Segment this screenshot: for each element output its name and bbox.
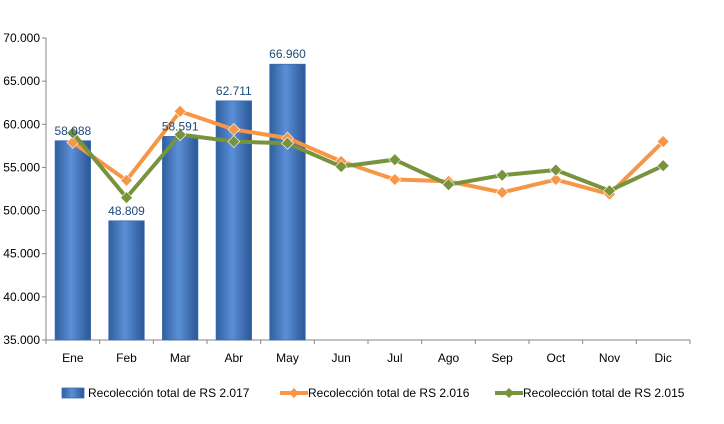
line-series xyxy=(66,104,670,205)
diamond-marker xyxy=(442,178,455,192)
bar-data-label: 66.960 xyxy=(269,47,306,61)
bar-data-label: 58.591 xyxy=(162,119,199,133)
x-tick-label: Jul xyxy=(387,351,402,365)
bar-series xyxy=(54,63,306,341)
x-tick-label: Abr xyxy=(224,351,243,365)
diamond-marker xyxy=(120,191,133,205)
x-tick-label: Nov xyxy=(599,351,620,365)
series-line xyxy=(70,130,666,200)
y-tick-label: 45.000 xyxy=(3,247,40,261)
x-tick-label: Ago xyxy=(438,351,460,365)
diamond-marker xyxy=(656,159,670,173)
diamond-marker xyxy=(66,126,80,140)
diamond-marker xyxy=(549,163,563,177)
diamond-marker xyxy=(549,173,563,186)
bar-data-label: 58.088 xyxy=(54,124,91,138)
y-tick-label: 35.000 xyxy=(3,333,40,347)
legend-swatch-marker xyxy=(504,388,514,398)
x-tick-label: Ene xyxy=(62,351,84,365)
x-tick-label: Mar xyxy=(170,351,191,365)
legend: Recolección total de RS 2.017 Recolección… xyxy=(61,386,685,400)
diamond-marker xyxy=(173,128,187,142)
series-line xyxy=(70,109,666,197)
diamond-marker xyxy=(173,104,187,118)
bar xyxy=(269,63,306,341)
diamond-marker xyxy=(334,160,348,173)
x-tick-label: May xyxy=(276,351,299,365)
x-tick-label: Jun xyxy=(331,351,350,365)
legend-label: Recolección total de RS 2.016 xyxy=(308,386,470,400)
x-tick-label: Sep xyxy=(491,351,513,365)
diamond-marker xyxy=(495,168,509,182)
x-tick-label: Oct xyxy=(546,351,565,365)
diamond-marker xyxy=(227,135,241,148)
legend-swatch-marker xyxy=(289,388,299,398)
diamond-marker xyxy=(388,153,402,167)
diamond-marker xyxy=(656,135,670,148)
diamond-marker xyxy=(388,173,402,186)
y-tick-label: 50.000 xyxy=(3,204,40,218)
y-tick-label: 55.000 xyxy=(3,160,40,174)
y-tick-label: 60.000 xyxy=(3,117,40,131)
legend-label: Recolección total de RS 2.017 xyxy=(88,386,250,400)
diamond-marker xyxy=(603,184,616,198)
y-tick-label: 40.000 xyxy=(3,290,40,304)
bar xyxy=(54,140,91,341)
bar xyxy=(162,136,199,341)
bar xyxy=(108,220,145,341)
axes: 35.000 40.000 45.000 50.000 55.000 60.000 65.0… xyxy=(3,31,691,365)
diamond-marker xyxy=(495,186,509,199)
diamond-marker xyxy=(120,173,133,187)
x-tick-label: Dic xyxy=(654,351,671,365)
legend-swatch-bar xyxy=(61,387,85,399)
diamond-marker xyxy=(281,136,294,150)
x-tick-label: Feb xyxy=(116,351,137,365)
bar-data-label: 62.711 xyxy=(216,84,252,98)
y-tick-label: 65.000 xyxy=(3,74,40,88)
bar-data-label: 48.809 xyxy=(108,204,145,218)
y-tick-label: 70.000 xyxy=(3,31,40,45)
legend-label: Recolección total de RS 2.015 xyxy=(523,386,685,400)
data-labels: 58.088 48.809 58.591 62.711 66.960 xyxy=(54,47,306,218)
